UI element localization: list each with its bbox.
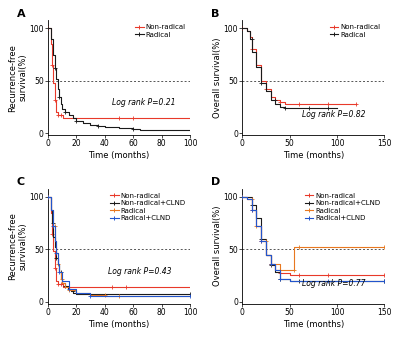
Text: B: B	[211, 9, 219, 19]
Legend: Non-radical, Non-radical+CLND, Radical, Radical+CLND: Non-radical, Non-radical+CLND, Radical, …	[304, 192, 381, 222]
X-axis label: Time (months): Time (months)	[283, 320, 344, 329]
Text: Log rank P=0.77: Log rank P=0.77	[302, 278, 366, 287]
X-axis label: Time (months): Time (months)	[88, 151, 150, 160]
X-axis label: Time (months): Time (months)	[88, 320, 150, 329]
Legend: Non-radical, Radical: Non-radical, Radical	[329, 24, 381, 38]
Legend: Non-radical, Radical: Non-radical, Radical	[135, 24, 186, 38]
Y-axis label: Recurrence-free
survival(%): Recurrence-free survival(%)	[8, 212, 28, 280]
Y-axis label: Recurrence-free
survival(%): Recurrence-free survival(%)	[8, 44, 28, 112]
Text: A: A	[16, 9, 25, 19]
Legend: Non-radical, Non-radical+CLND, Radical, Radical+CLND: Non-radical, Non-radical+CLND, Radical, …	[110, 192, 186, 222]
Y-axis label: Overall survival(%): Overall survival(%)	[213, 37, 222, 118]
Text: Log rank P=0.82: Log rank P=0.82	[302, 110, 366, 119]
X-axis label: Time (months): Time (months)	[283, 151, 344, 160]
Text: Log rank P=0.21: Log rank P=0.21	[112, 98, 175, 108]
Y-axis label: Overall survival(%): Overall survival(%)	[213, 206, 222, 286]
Text: Log rank P=0.43: Log rank P=0.43	[108, 267, 171, 276]
Text: C: C	[16, 177, 25, 187]
Text: D: D	[211, 177, 220, 187]
